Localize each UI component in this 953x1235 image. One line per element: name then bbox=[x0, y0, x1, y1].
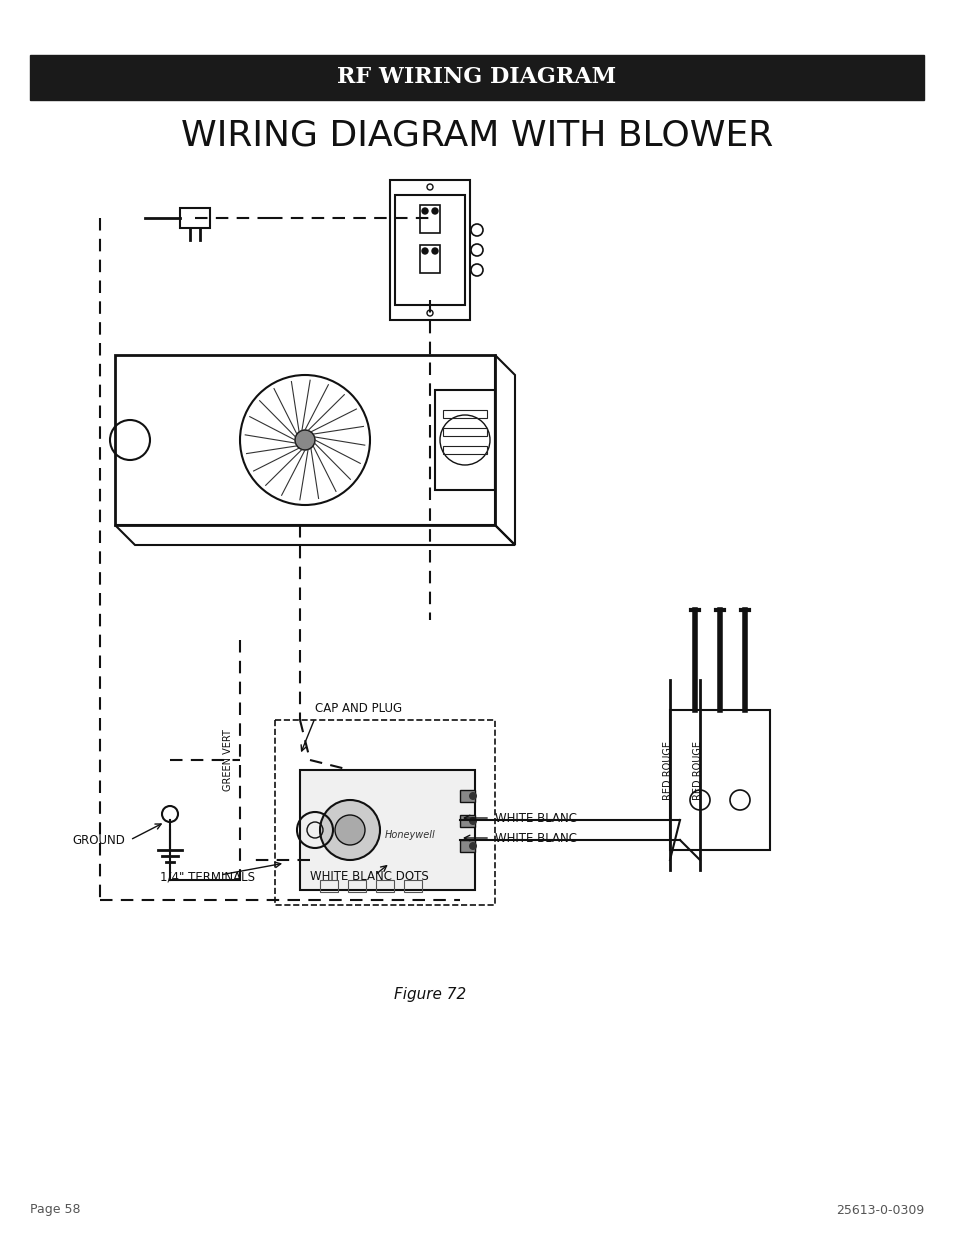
Bar bbox=[348, 881, 366, 892]
Bar bbox=[299, 769, 475, 890]
Circle shape bbox=[421, 207, 428, 214]
Circle shape bbox=[432, 248, 437, 254]
Circle shape bbox=[421, 248, 428, 254]
Bar bbox=[390, 180, 470, 320]
Text: Page 58: Page 58 bbox=[30, 1203, 80, 1216]
Circle shape bbox=[469, 842, 476, 850]
Bar bbox=[180, 207, 210, 228]
Bar bbox=[375, 881, 394, 892]
Circle shape bbox=[335, 815, 365, 845]
Text: Honeywell: Honeywell bbox=[384, 830, 435, 840]
Text: GREEN VERT: GREEN VERT bbox=[223, 729, 233, 790]
Bar bbox=[30, 56, 923, 100]
Text: 25613-0-0309: 25613-0-0309 bbox=[835, 1203, 923, 1216]
Text: 1/4" TERMINALS: 1/4" TERMINALS bbox=[160, 869, 254, 883]
Bar bbox=[459, 790, 475, 802]
Bar bbox=[435, 390, 495, 490]
Bar bbox=[442, 446, 486, 454]
Bar bbox=[403, 881, 421, 892]
Bar bbox=[319, 881, 337, 892]
Text: Figure 72: Figure 72 bbox=[394, 988, 466, 1003]
Bar bbox=[442, 429, 486, 436]
Circle shape bbox=[469, 818, 476, 825]
Circle shape bbox=[469, 792, 476, 800]
Circle shape bbox=[319, 800, 379, 860]
Bar bbox=[459, 840, 475, 852]
Text: WHITE BLANC: WHITE BLANC bbox=[495, 811, 577, 825]
Text: CAP AND PLUG: CAP AND PLUG bbox=[314, 701, 402, 715]
Bar bbox=[419, 205, 439, 233]
Text: RED ROUGE: RED ROUGE bbox=[662, 741, 672, 799]
Bar bbox=[459, 815, 475, 827]
Bar bbox=[115, 354, 495, 525]
Text: WIRING DIAGRAM WITH BLOWER: WIRING DIAGRAM WITH BLOWER bbox=[181, 119, 772, 152]
Bar bbox=[419, 245, 439, 273]
Bar bbox=[442, 410, 486, 417]
Text: WHITE BLANC DOTS: WHITE BLANC DOTS bbox=[310, 869, 428, 883]
Text: GROUND: GROUND bbox=[72, 834, 125, 846]
Circle shape bbox=[294, 430, 314, 450]
Text: RF WIRING DIAGRAM: RF WIRING DIAGRAM bbox=[337, 65, 616, 88]
Bar bbox=[274, 720, 495, 905]
Circle shape bbox=[432, 207, 437, 214]
Bar bbox=[669, 710, 769, 850]
Text: RED ROUGE: RED ROUGE bbox=[692, 741, 702, 799]
Text: WHITE BLANC: WHITE BLANC bbox=[495, 831, 577, 845]
Bar bbox=[395, 195, 464, 305]
